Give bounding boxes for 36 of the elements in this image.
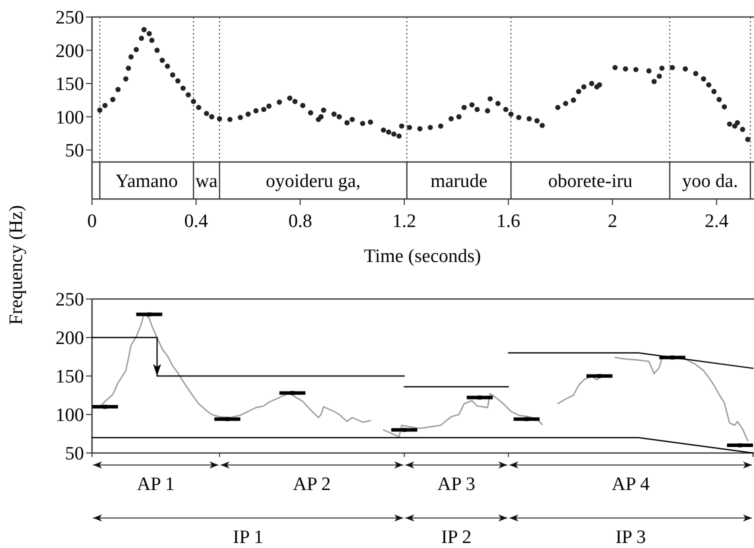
y-tick-label: 250: [56, 8, 84, 29]
text: IP 2: [441, 527, 472, 548]
x-tick-label: 1.6: [496, 211, 520, 232]
y-tick-label: 250: [56, 290, 84, 311]
text: oborete-iru: [548, 171, 634, 192]
line-series: [382, 393, 543, 438]
point: [597, 374, 602, 378]
x-tick-label: 0: [87, 211, 97, 232]
text: AP 2: [292, 474, 331, 495]
text: marude: [430, 171, 488, 192]
y-tick-label: 50: [65, 444, 84, 465]
line-series: [614, 356, 748, 442]
text: Yamano: [115, 171, 178, 192]
y-tick-label: 150: [56, 366, 84, 388]
x-tick-label: 1.2: [392, 211, 416, 232]
text: yoo da.: [682, 171, 738, 192]
line-series: [557, 375, 600, 404]
text: AP 4: [612, 474, 650, 495]
y-tick-label: 200: [56, 328, 84, 350]
x-tick-label: 0.4: [184, 211, 208, 232]
x-axis-title: Time (seconds): [364, 246, 481, 267]
text: wa: [195, 171, 218, 192]
x-tick-label: 2.4: [704, 211, 729, 232]
x-tick-label: 2: [608, 211, 618, 232]
y-tick-label: 50: [65, 140, 84, 162]
text: IP 3: [615, 527, 646, 548]
text: IP 1: [232, 527, 264, 548]
y-tick-label: 100: [56, 405, 84, 426]
text: oyoideru ga,: [266, 171, 361, 192]
text: AP 3: [437, 474, 476, 495]
y-axis-title: Frequency (Hz): [6, 205, 27, 325]
y-tick-label: 100: [56, 107, 84, 128]
x-tick-label: 0.8: [288, 211, 312, 232]
y-tick-label: 200: [56, 40, 84, 62]
y-tick-label: 150: [56, 74, 84, 96]
text: AP 1: [136, 474, 175, 495]
